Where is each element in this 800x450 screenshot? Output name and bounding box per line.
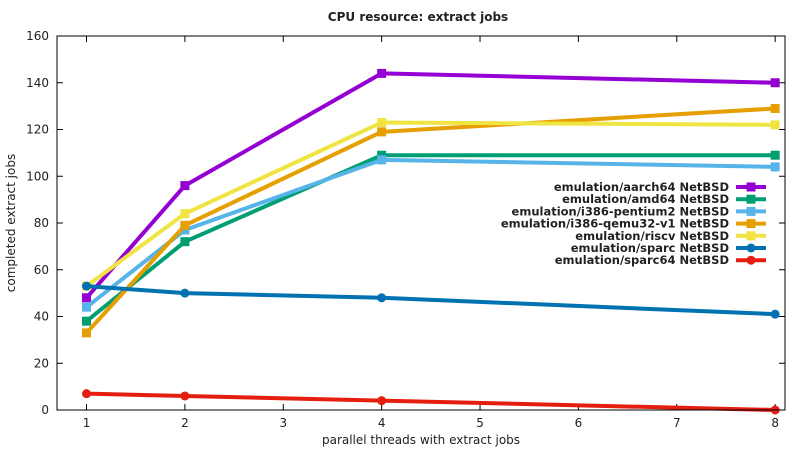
data-point [82, 328, 92, 338]
legend-swatch-marker [746, 219, 756, 229]
legend-swatch-marker [746, 231, 756, 241]
legend-label: emulation/sparc64 NetBSD [555, 253, 729, 267]
data-point [82, 281, 92, 291]
data-point [770, 103, 780, 113]
series-line [86, 284, 776, 317]
data-point [770, 162, 780, 172]
data-point [377, 117, 387, 127]
series-line [85, 157, 776, 309]
x-tick-label: 3 [279, 416, 287, 430]
y-tick-label: 60 [34, 263, 49, 277]
legend-swatch-marker [746, 194, 756, 204]
series-line [86, 391, 776, 412]
series-6 [82, 389, 780, 415]
x-tick-label: 4 [378, 416, 386, 430]
y-tick-label: 0 [41, 403, 49, 417]
data-point [377, 293, 387, 303]
data-point [180, 288, 190, 298]
legend-swatch-marker [746, 182, 756, 192]
legend-label: emulation/i386-pentium2 NetBSD [512, 204, 729, 218]
data-point [180, 391, 190, 401]
x-tick-label: 6 [575, 416, 583, 430]
y-tick-label: 120 [26, 123, 49, 137]
data-point [82, 302, 92, 312]
series-0 [82, 68, 780, 303]
data-point [180, 225, 190, 235]
series-5 [82, 281, 780, 319]
y-tick-label: 80 [34, 216, 49, 230]
y-axis-label: completed extract jobs [4, 154, 18, 292]
x-tick-label: 5 [476, 416, 484, 430]
y-tick-label: 40 [34, 310, 49, 324]
y-tick-label: 100 [26, 169, 49, 183]
x-tick-label: 1 [83, 416, 91, 430]
axis-ticks: 0 20 40 60 80 100 120 140 160 1 2 3 4 5 6 7 8 [26, 29, 785, 430]
legend-label: emulation/i386-qemu32-v1 NetBSD [501, 217, 729, 231]
legend-item: emulation/aarch64 NetBSD [554, 180, 766, 194]
data-point [377, 155, 387, 165]
x-tick-label: 2 [181, 416, 189, 430]
series-line [85, 106, 776, 335]
y-tick-label: 20 [34, 356, 49, 370]
legend-item: emulation/sparc64 NetBSD [555, 253, 766, 267]
legend-label: emulation/aarch64 NetBSD [554, 180, 729, 194]
data-point [180, 181, 190, 191]
legend-label: emulation/amd64 NetBSD [562, 192, 729, 206]
y-tick-label: 140 [26, 76, 49, 90]
x-tick-label: 7 [673, 416, 681, 430]
plot-frame [56, 35, 786, 411]
legend-label: emulation/riscv NetBSD [575, 229, 729, 243]
data-point [82, 293, 92, 303]
series-3 [82, 103, 780, 338]
legend-label: emulation/sparc NetBSD [571, 241, 729, 255]
data-point [770, 309, 780, 319]
legend-item: emulation/i386-pentium2 NetBSD [512, 204, 766, 218]
legend-swatch-marker [746, 243, 756, 253]
data-point [770, 120, 780, 130]
data-point [377, 68, 387, 78]
data-point [770, 78, 780, 88]
legend-item: emulation/sparc NetBSD [571, 241, 766, 255]
data-point [180, 220, 190, 230]
data-point [180, 237, 190, 247]
series-layer [82, 68, 780, 415]
series-line [85, 120, 776, 288]
data-point [82, 389, 92, 399]
legend: emulation/aarch64 NetBSDemulation/amd64 … [501, 180, 766, 267]
legend-item: emulation/riscv NetBSD [575, 229, 766, 243]
legend-item: emulation/amd64 NetBSD [562, 192, 766, 206]
x-axis-label: parallel threads with extract jobs [322, 433, 520, 447]
data-point [377, 127, 387, 137]
chart-title: CPU resource: extract jobs [328, 10, 508, 24]
data-point [770, 150, 780, 160]
data-point [377, 396, 387, 406]
x-tick-label: 8 [771, 416, 779, 430]
y-tick-label: 160 [26, 29, 49, 43]
legend-item: emulation/i386-qemu32-v1 NetBSD [501, 217, 766, 231]
data-point [377, 150, 387, 160]
legend-swatch-marker [746, 206, 756, 216]
legend-swatch-marker [746, 255, 756, 265]
series-line [85, 71, 776, 300]
data-point [82, 316, 92, 326]
series-2 [82, 155, 780, 312]
data-point [180, 209, 190, 219]
